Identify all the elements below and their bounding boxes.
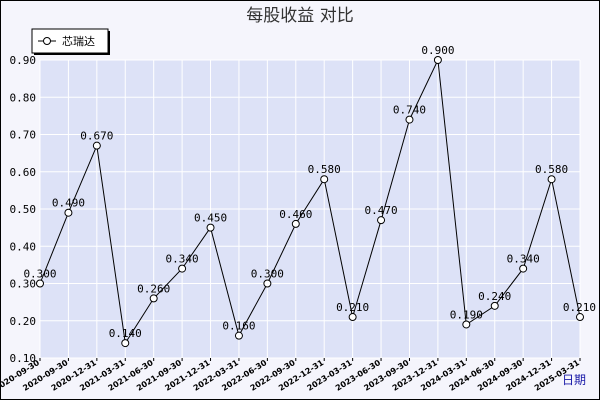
legend: 芯瑞达	[31, 28, 110, 55]
data-point	[433, 56, 442, 64]
data-point	[92, 141, 101, 150]
data-label: 0.580	[308, 163, 341, 176]
data-label: 0.210	[336, 301, 369, 314]
grid-lines	[39, 59, 581, 359]
data-label: 0.340	[507, 253, 540, 266]
data-point	[291, 219, 300, 228]
data-point	[234, 331, 243, 340]
data-point	[490, 301, 499, 310]
data-point-markers	[36, 56, 584, 348]
data-label: 0.580	[535, 163, 568, 176]
data-point	[348, 313, 357, 322]
data-point	[36, 279, 44, 288]
data-point	[320, 175, 329, 184]
data-label: 0.160	[222, 320, 255, 333]
data-point	[149, 294, 158, 303]
data-labels: 0.300 0.490 0.670 0.140 0.260 0.340 0.450 0.160…	[23, 44, 596, 340]
y-tick-label: 0.50	[10, 203, 37, 216]
data-point	[405, 115, 414, 124]
legend-marker-swatch	[43, 37, 51, 45]
data-label: 0.140	[109, 327, 142, 340]
data-point	[64, 208, 73, 217]
x-axis-label: 日期	[562, 373, 586, 387]
y-tick-label: 0.40	[10, 240, 37, 253]
data-label: 0.670	[80, 130, 113, 143]
data-point	[462, 320, 471, 329]
data-point	[178, 264, 187, 273]
y-tick-label: 0.70	[10, 129, 37, 142]
y-tick-label: 0.10	[10, 352, 37, 365]
y-tick-label: 0.80	[10, 91, 37, 104]
data-label: 0.450	[194, 212, 227, 225]
data-label: 0.460	[279, 208, 312, 221]
data-point	[547, 175, 556, 184]
data-label: 0.300	[251, 268, 284, 281]
data-label: 0.260	[137, 282, 170, 295]
data-label: 0.190	[450, 308, 483, 321]
y-axis-ticks: 0.10 0.20 0.30 0.40 0.50 0.60 0.70 0.80 0.90	[10, 54, 37, 365]
series-line-xinruida	[39, 58, 581, 345]
chart-title: 每股收益 对比	[246, 6, 353, 26]
y-tick-label: 0.30	[10, 278, 37, 291]
data-label: 0.210	[563, 301, 596, 314]
y-tick-label: 0.20	[10, 315, 37, 328]
data-point	[121, 339, 130, 348]
data-label: 0.300	[23, 268, 56, 281]
data-label: 0.900	[421, 44, 454, 57]
data-label: 0.490	[52, 197, 85, 210]
data-point	[519, 264, 528, 273]
data-point	[377, 216, 386, 225]
data-label: 0.340	[166, 253, 199, 266]
data-point	[263, 279, 272, 288]
y-tick-label: 0.60	[10, 166, 37, 179]
y-tick-label: 0.90	[10, 54, 37, 67]
data-label: 0.470	[364, 204, 397, 217]
x-axis-ticks: 2020-09-302020-09-302020-12-312021-03-31…	[0, 358, 581, 393]
legend-entry-xinruida: 芯瑞达	[62, 34, 95, 48]
data-point	[576, 313, 584, 322]
data-point	[206, 223, 215, 232]
data-label: 0.740	[393, 104, 426, 117]
data-label: 0.240	[478, 290, 511, 303]
